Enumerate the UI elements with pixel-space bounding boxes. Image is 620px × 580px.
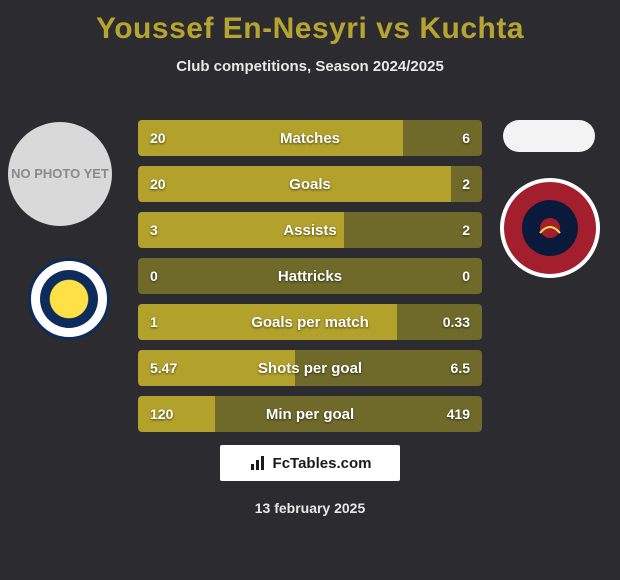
stat-fill-left: [138, 304, 397, 340]
stat-value-left: 20: [150, 166, 166, 202]
stat-value-left: 120: [150, 396, 173, 432]
brand-chart-icon: [249, 454, 267, 472]
stat-value-left: 20: [150, 120, 166, 156]
player1-photo: NO PHOTO YET: [8, 122, 112, 226]
stat-row: Goals202: [138, 166, 482, 202]
stat-row: Matches206: [138, 120, 482, 156]
stat-value-left: 0: [150, 258, 158, 294]
fenerbahce-icon: [40, 270, 98, 328]
comparison-chart: Matches206Goals202Assists32Hattricks00Go…: [138, 120, 482, 442]
stat-row: Min per goal120419: [138, 396, 482, 432]
stat-fill-left: [138, 212, 344, 248]
stat-fill-left: [138, 120, 403, 156]
sparta-praha-icon: [522, 200, 578, 256]
page-subtitle: Club competitions, Season 2024/2025: [0, 58, 620, 75]
stat-value-left: 3: [150, 212, 158, 248]
stat-value-right: 0.33: [443, 304, 470, 340]
stat-value-right: 2: [462, 212, 470, 248]
stat-fill-left: [138, 166, 451, 202]
stat-value-right: 0: [462, 258, 470, 294]
stat-value-left: 1: [150, 304, 158, 340]
stat-value-right: 6: [462, 120, 470, 156]
stat-value-right: 419: [447, 396, 470, 432]
player1-club-badge: [28, 258, 110, 340]
stat-value-right: 2: [462, 166, 470, 202]
stat-row: Assists32: [138, 212, 482, 248]
player2-photo: [503, 120, 595, 152]
stat-row: Shots per goal5.476.5: [138, 350, 482, 386]
no-photo-placeholder: NO PHOTO YET: [11, 166, 109, 182]
stat-row: Goals per match10.33: [138, 304, 482, 340]
brand-badge: FcTables.com: [220, 445, 400, 481]
stat-label: Hattricks: [138, 258, 482, 294]
page-title: Youssef En-Nesyri vs Kuchta: [0, 0, 620, 46]
stat-value-right: 6.5: [451, 350, 470, 386]
player2-club-badge: [500, 178, 600, 278]
stat-row: Hattricks0 0: [138, 258, 482, 294]
brand-text: FcTables.com: [273, 455, 372, 472]
stat-value-left: 5.47: [150, 350, 177, 386]
footer-date: 13 february 2025: [0, 500, 620, 516]
